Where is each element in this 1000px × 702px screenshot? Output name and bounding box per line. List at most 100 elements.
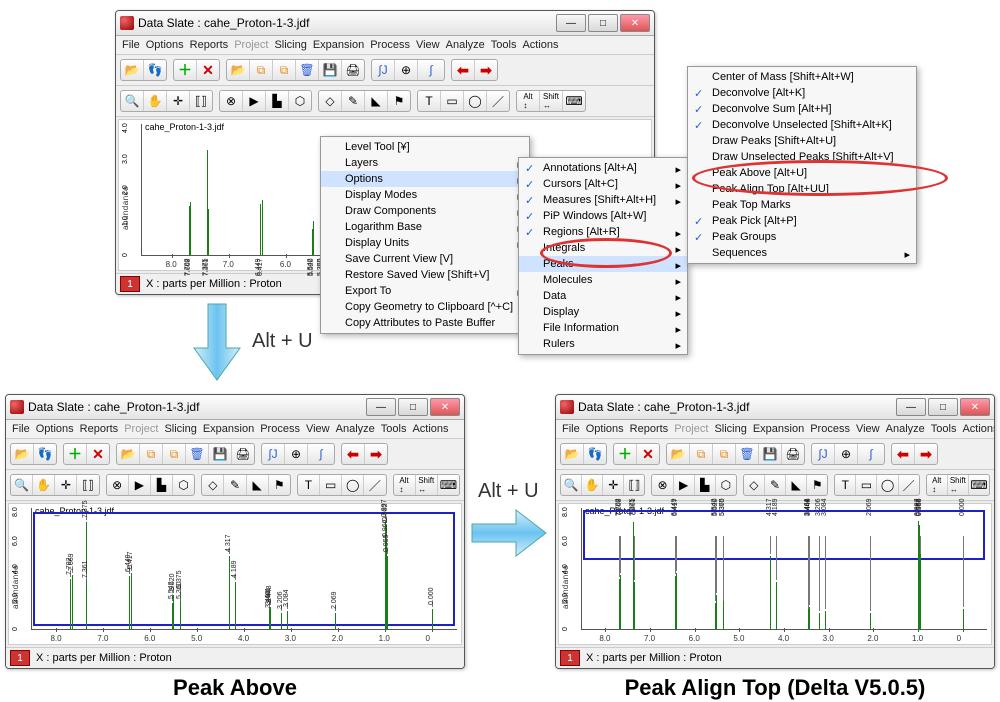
menu-process[interactable]: Process — [810, 423, 850, 435]
menu-item[interactable]: PiP Windows [Alt+W]✓ — [519, 208, 687, 224]
line-icon[interactable]: ▙ — [266, 91, 289, 111]
minimize-button[interactable]: — — [556, 14, 586, 32]
footprint-icon[interactable]: 👣 — [584, 444, 606, 464]
menu-item[interactable]: Draw Unselected Peaks [Shift+Alt+V] — [688, 149, 916, 165]
open-icon[interactable]: 📂 — [667, 444, 690, 464]
cursor-icon[interactable]: ✛ — [603, 475, 624, 495]
alt-icon[interactable]: Alt↕ — [927, 475, 948, 495]
menu-item[interactable]: Peaks▸ — [519, 256, 687, 272]
menu-item[interactable]: Center of Mass [Shift+Alt+W] — [688, 69, 916, 85]
maximize-button[interactable]: □ — [398, 398, 428, 416]
integral2-icon[interactable]: ∫ — [858, 444, 884, 464]
menu-expansion[interactable]: Expansion — [203, 423, 254, 435]
diamond-icon[interactable]: ◇ — [202, 475, 224, 495]
alt-icon[interactable]: Alt↕ — [394, 475, 416, 495]
menu-item[interactable]: Layers▸ — [321, 155, 529, 171]
rect-icon[interactable]: ▭ — [441, 91, 464, 111]
print-icon[interactable]: 🖨 — [232, 444, 254, 464]
menu-file[interactable]: File — [562, 423, 580, 435]
hand-icon[interactable]: ✋ — [582, 475, 603, 495]
menu-process[interactable]: Process — [370, 39, 410, 51]
menu-item[interactable]: Peak Top Marks — [688, 197, 916, 213]
pointer-icon[interactable]: ▶ — [129, 475, 151, 495]
maximize-button[interactable]: □ — [928, 398, 958, 416]
shortcut-icon[interactable]: ⌨ — [563, 91, 585, 111]
triangle-icon[interactable]: ◣ — [786, 475, 807, 495]
menu-item[interactable]: Peak Groups✓ — [688, 229, 916, 245]
menu-item[interactable]: File Information▸ — [519, 320, 687, 336]
menu-item[interactable]: Data▸ — [519, 288, 687, 304]
integral-icon[interactable]: ∫J — [372, 60, 395, 80]
shortcut-icon[interactable]: ⌨ — [969, 475, 989, 495]
pointer-icon[interactable]: ▶ — [243, 91, 266, 111]
menu-item[interactable]: Peak Align Top [Alt+UU] — [688, 181, 916, 197]
line-icon[interactable]: ▙ — [695, 475, 716, 495]
integral2-icon[interactable]: ∫ — [418, 60, 444, 80]
menu-project[interactable]: Project — [234, 39, 268, 51]
cursor-icon[interactable]: ✛ — [55, 475, 77, 495]
menu-item[interactable]: Annotations [Alt+A]✓▸ — [519, 160, 687, 176]
pointer-icon[interactable]: ▶ — [674, 475, 695, 495]
text-icon[interactable]: T — [835, 475, 856, 495]
line2-icon[interactable]: ／ — [487, 91, 509, 111]
target-icon[interactable]: ⊕ — [395, 60, 418, 80]
copy-icon[interactable]: ⧉ — [250, 60, 273, 80]
flag-icon[interactable]: ⚑ — [388, 91, 410, 111]
footer-index[interactable]: 1 — [120, 276, 140, 292]
menu-item[interactable]: Regions [Alt+R]✓▸ — [519, 224, 687, 240]
menu-tools[interactable]: Tools — [491, 39, 517, 51]
chart-area-right[interactable]: cahe_Proton-1-3.jdf abundance 8.07.06.05… — [558, 503, 992, 645]
menu-item[interactable]: Peak Pick [Alt+P]✓ — [688, 213, 916, 229]
footprint-icon[interactable]: 👣 — [144, 60, 166, 80]
menu-item[interactable]: Level Tool [¥] — [321, 139, 529, 155]
menu-options[interactable]: Options — [36, 423, 74, 435]
footprint-icon[interactable]: 👣 — [34, 444, 56, 464]
target-icon[interactable]: ⊕ — [835, 444, 858, 464]
forward-button[interactable]: ➡ — [365, 444, 387, 464]
menu-reports[interactable]: Reports — [630, 423, 669, 435]
menu-item[interactable]: Rulers▸ — [519, 336, 687, 352]
shift-icon[interactable]: Shift↔ — [540, 91, 563, 111]
print-icon[interactable]: 🖨 — [782, 444, 804, 464]
save-icon[interactable]: 💾 — [209, 444, 232, 464]
pin-icon[interactable]: ✎ — [765, 475, 786, 495]
menu-view[interactable]: View — [856, 423, 880, 435]
menu-item[interactable]: Deconvolve [Alt+K]✓ — [688, 85, 916, 101]
menubar[interactable]: FileOptionsReportsProjectSlicingExpansio… — [116, 36, 654, 55]
pin-icon[interactable]: ✎ — [224, 475, 246, 495]
menu-item[interactable]: Cursors [Alt+C]✓▸ — [519, 176, 687, 192]
text-icon[interactable]: T — [418, 91, 441, 111]
back-button[interactable]: ⬅ — [342, 444, 365, 464]
integral2-icon[interactable]: ∫ — [308, 444, 334, 464]
footer-index[interactable]: 1 — [10, 650, 30, 666]
menu-file[interactable]: File — [12, 423, 30, 435]
integral-icon[interactable]: ∫J — [812, 444, 835, 464]
menu-item[interactable]: Draw Components▸ — [321, 203, 529, 219]
flag-icon[interactable]: ⚑ — [807, 475, 827, 495]
shift-icon[interactable]: Shift↔ — [948, 475, 969, 495]
menu-slicing[interactable]: Slicing — [274, 39, 306, 51]
menu-item[interactable]: Restore Saved View [Shift+V] — [321, 267, 529, 283]
menu-item[interactable]: Integrals▸ — [519, 240, 687, 256]
delete-button[interactable]: ✕ — [87, 444, 109, 464]
menu-item[interactable]: Save Current View [V] — [321, 251, 529, 267]
menu-item[interactable]: Deconvolve Sum [Alt+H]✓ — [688, 101, 916, 117]
menu-item[interactable]: Copy Geometry to Clipboard [^+C] — [321, 299, 529, 315]
pin-icon[interactable]: ✎ — [342, 91, 365, 111]
back-button[interactable]: ⬅ — [892, 444, 915, 464]
shift-icon[interactable]: Shift↔ — [416, 475, 438, 495]
menu-tools[interactable]: Tools — [381, 423, 407, 435]
trash-icon[interactable]: 🗑 — [736, 444, 759, 464]
menu-item[interactable]: Deconvolve Unselected [Shift+Alt+K]✓ — [688, 117, 916, 133]
close-button[interactable]: ✕ — [960, 398, 990, 416]
ellipse-icon[interactable]: ◯ — [342, 475, 364, 495]
zoom-icon[interactable]: 🔍 — [11, 475, 33, 495]
open-icon[interactable]: 📂 — [227, 60, 250, 80]
close-button[interactable]: ✕ — [620, 14, 650, 32]
line-icon[interactable]: ▙ — [151, 475, 173, 495]
menu-actions[interactable]: Actions — [522, 39, 558, 51]
menu-options[interactable]: Options — [146, 39, 184, 51]
menu-item[interactable]: Sequences▸ — [688, 245, 916, 261]
menu-slicing[interactable]: Slicing — [714, 423, 746, 435]
print-icon[interactable]: 🖨 — [342, 60, 364, 80]
